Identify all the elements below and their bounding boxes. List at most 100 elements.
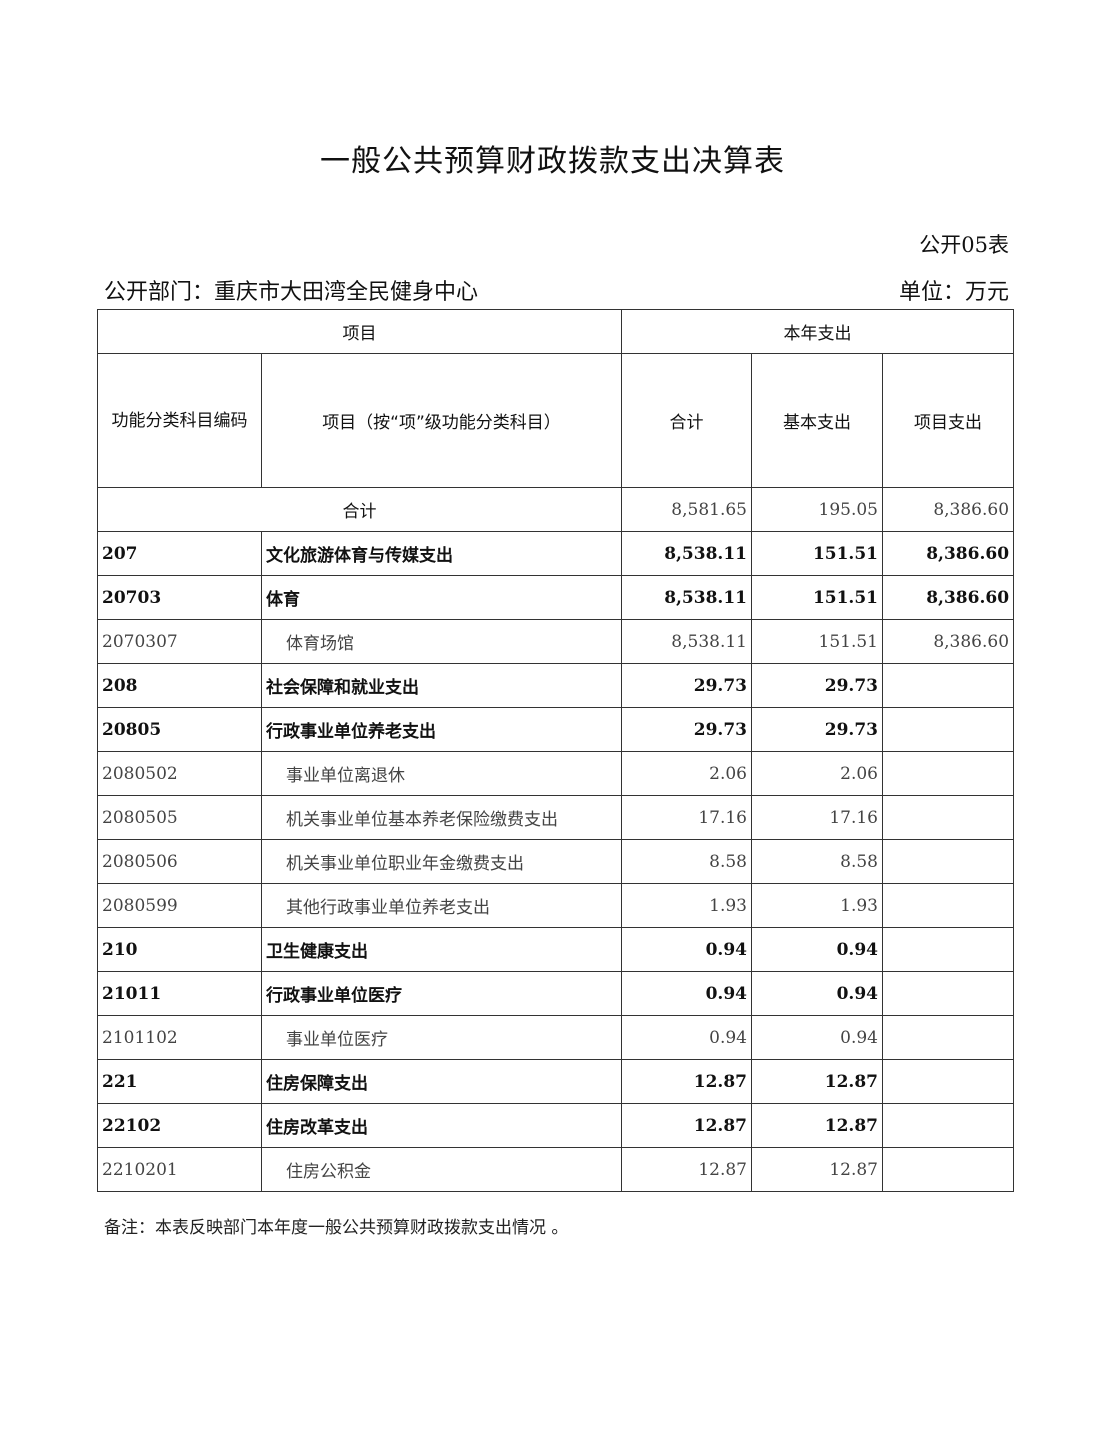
row-code: 210 [97,927,262,972]
row-total: 12.87 [621,1147,752,1192]
row-name: 行政事业单位医疗 [261,971,622,1016]
row-basic: 8.58 [751,839,883,884]
row-basic: 0.94 [751,971,883,1016]
row-basic: 151.51 [751,575,883,620]
row-basic: 151.51 [751,619,883,664]
row-project: 8,386.60 [881,619,1015,664]
form-number: 公开05表 [919,233,1009,257]
table-row: 22102 住房改革支出 12.87 12.87 [97,1103,1015,1148]
row-name: 社会保障和就业支出 [261,663,622,708]
row-name: 其他行政事业单位养老支出 [261,883,622,928]
row-basic: 2.06 [751,751,883,796]
header-project-exp: 项目支出 [881,353,1015,488]
row-total: 12.87 [621,1103,752,1148]
row-code: 2101102 [97,1015,262,1060]
row-basic: 17.16 [751,795,883,840]
row-code: 20703 [97,575,262,620]
header-project: 项目 [97,309,622,354]
table-row: 221 住房保障支出 12.87 12.87 [97,1059,1015,1104]
row-total: 2.06 [621,751,752,796]
table-row: 2080599 其他行政事业单位养老支出 1.93 1.93 [97,883,1015,928]
row-total: 8,538.11 [621,531,752,576]
row-basic: 0.94 [751,927,883,972]
row-basic: 12.87 [751,1147,883,1192]
header-row-2: 功能分类科目编码 项目（按“项”级功能分类科目） 合计 基本支出 项目支出 [97,353,1015,488]
table-row: 210 卫生健康支出 0.94 0.94 [97,927,1015,972]
header-year-expenditure: 本年支出 [620,309,1015,354]
row-basic: 1.93 [751,883,883,928]
row-code: 21011 [97,971,262,1016]
row-basic: 29.73 [751,663,883,708]
row-project [881,707,1015,752]
row-total: 1.93 [621,883,752,928]
row-project [881,1015,1015,1060]
row-total: 0.94 [621,1015,752,1060]
table-row: 2080506 机关事业单位职业年金缴费支出 8.58 8.58 [97,839,1015,884]
header-code: 功能分类科目编码 [97,353,262,488]
row-code: 2210201 [97,1147,262,1192]
row-total: 8,538.11 [621,575,752,620]
table-row: 207 文化旅游体育与传媒支出 8,538.11 151.51 8,386.60 [97,531,1015,576]
row-code: 2080599 [97,883,262,928]
row-name: 体育场馆 [261,619,622,664]
row-code: 207 [97,531,262,576]
table-row: 20805 行政事业单位养老支出 29.73 29.73 [97,707,1015,752]
total-project: 8,386.60 [881,487,1015,532]
row-name: 机关事业单位职业年金缴费支出 [261,839,622,884]
row-name: 行政事业单位养老支出 [261,707,622,752]
table-row: 208 社会保障和就业支出 29.73 29.73 [97,663,1015,708]
total-total: 8,581.65 [621,487,752,532]
row-basic: 12.87 [751,1103,883,1148]
row-total: 17.16 [621,795,752,840]
row-project [881,1147,1015,1192]
row-code: 2070307 [97,619,262,664]
table-row: 21011 行政事业单位医疗 0.94 0.94 [97,971,1015,1016]
row-project [881,839,1015,884]
row-name: 住房改革支出 [261,1103,622,1148]
row-name: 住房保障支出 [261,1059,622,1104]
row-project [881,663,1015,708]
row-name: 事业单位离退休 [261,751,622,796]
row-project: 8,386.60 [881,575,1015,620]
header-total: 合计 [621,353,752,488]
total-basic: 195.05 [751,487,883,532]
header-row-1: 项目 本年支出 [97,309,1015,354]
row-code: 221 [97,1059,262,1104]
row-total: 12.87 [621,1059,752,1104]
total-row: 合计 8,581.65 195.05 8,386.60 [97,487,1015,532]
row-code: 208 [97,663,262,708]
row-project [881,1059,1015,1104]
row-basic: 0.94 [751,1015,883,1060]
row-code: 2080506 [97,839,262,884]
row-total: 0.94 [621,971,752,1016]
footnote: 备注：本表反映部门本年度一般公共预算财政拨款支出情况 。 [104,1218,569,1238]
row-total: 8,538.11 [621,619,752,664]
row-basic: 29.73 [751,707,883,752]
row-project [881,927,1015,972]
row-code: 20805 [97,707,262,752]
row-project [881,1103,1015,1148]
unit-label: 单位：万元 [898,280,1009,305]
table-row: 2080505 机关事业单位基本养老保险缴费支出 17.16 17.16 [97,795,1015,840]
total-label: 合计 [97,487,622,532]
row-total: 0.94 [621,927,752,972]
row-project: 8,386.60 [881,531,1015,576]
row-project [881,883,1015,928]
row-code: 2080505 [97,795,262,840]
row-project [881,971,1015,1016]
row-name: 文化旅游体育与传媒支出 [261,531,622,576]
row-project [881,795,1015,840]
row-project [881,751,1015,796]
department-label: 公开部门：重庆市大田湾全民健身中心 [104,280,479,305]
row-code: 22102 [97,1103,262,1148]
row-name: 体育 [261,575,622,620]
row-name: 住房公积金 [261,1147,622,1192]
header-basic: 基本支出 [751,353,883,488]
row-total: 29.73 [621,707,752,752]
table-row: 2101102 事业单位医疗 0.94 0.94 [97,1015,1015,1060]
row-total: 29.73 [621,663,752,708]
table-row: 2080502 事业单位离退休 2.06 2.06 [97,751,1015,796]
row-basic: 151.51 [751,531,883,576]
row-name: 机关事业单位基本养老保险缴费支出 [261,795,622,840]
expenditure-table: 项目 本年支出 功能分类科目编码 项目（按“项”级功能分类科目） 合计 基本支出… [97,309,1015,1192]
